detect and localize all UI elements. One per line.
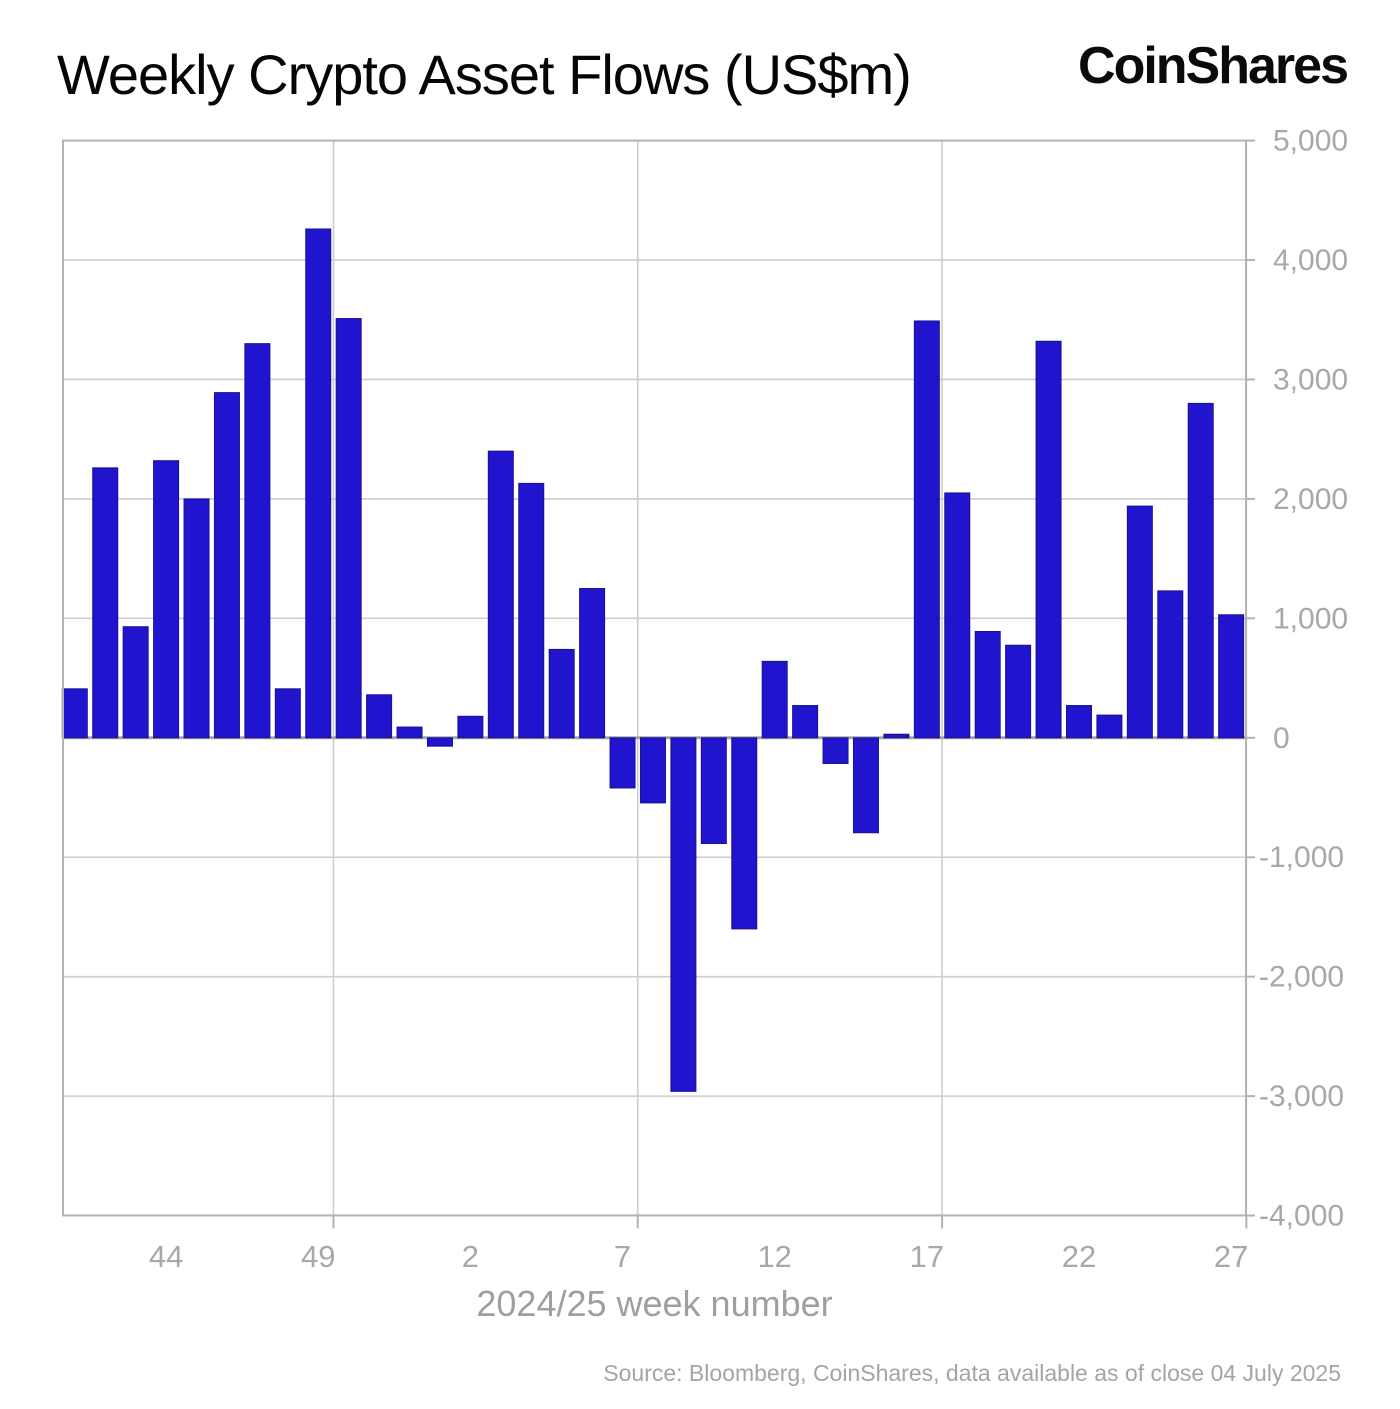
bar-week-45 [183, 498, 210, 739]
x-tick-label: 44 [149, 1239, 183, 1274]
bar-week-50 [335, 318, 362, 739]
bar-week-16 [883, 733, 910, 739]
y-tick-label: 1,000 [1273, 602, 1348, 635]
y-tick-label: 5,000 [1273, 125, 1348, 158]
bar-week-48 [274, 688, 301, 739]
bar-week-7 [609, 737, 636, 789]
x-tick-label: 22 [1062, 1239, 1096, 1274]
bar-week-15 [852, 737, 879, 834]
x-tick-label: 12 [757, 1239, 791, 1274]
bar-week-6 [579, 588, 606, 739]
bar-week-25 [1157, 590, 1184, 739]
x-tick-label: 2 [462, 1239, 479, 1274]
bar-week-18 [944, 492, 971, 739]
bar-week-1 [426, 737, 453, 747]
bar-week-24 [1126, 505, 1153, 739]
y-tick-label: -1,000 [1259, 841, 1344, 874]
bar-week-4 [518, 482, 545, 739]
bar-week-46 [213, 392, 240, 739]
bar-week-12 [761, 660, 788, 739]
bar-week-20 [1005, 644, 1032, 739]
y-tick-label: 0 [1273, 722, 1290, 755]
bar-week-23 [1096, 714, 1123, 739]
bar-week-5 [548, 648, 575, 739]
bar-week-51 [366, 694, 393, 739]
y-tick-label: 2,000 [1273, 483, 1348, 516]
y-tick-label: 4,000 [1273, 244, 1348, 277]
bar-week-13 [792, 705, 819, 739]
bar-week-43 [122, 626, 149, 739]
x-tick-label: 27 [1214, 1239, 1248, 1274]
bar-week-26 [1187, 402, 1214, 739]
x-axis-title: 2024/25 week number [476, 1283, 833, 1324]
bar-week-8 [639, 737, 666, 804]
bar-week-41 [61, 688, 88, 739]
chart-title: Weekly Crypto Asset Flows (US$m) [57, 43, 912, 106]
y-tick-label: -4,000 [1259, 1200, 1344, 1233]
y-tick-label: -2,000 [1259, 961, 1344, 994]
bar-week-27 [1218, 614, 1245, 739]
plot-border [62, 139, 1247, 1217]
bar-week-49 [305, 228, 332, 739]
x-tick-label: 17 [910, 1239, 944, 1274]
coinshares-logo: CoinShares [1078, 37, 1349, 95]
bar-week-10 [700, 737, 727, 845]
bar-week-17 [913, 320, 940, 739]
y-tick-label: -3,000 [1259, 1080, 1344, 1113]
bar-week-11 [731, 737, 758, 930]
bar-week-21 [1035, 340, 1062, 739]
bar-week-47 [244, 343, 271, 739]
source-note: Source: Bloomberg, CoinShares, data avai… [603, 1360, 1341, 1386]
bar-week-2 [457, 715, 484, 739]
bar-week-19 [974, 630, 1001, 739]
x-tick-label: 7 [614, 1239, 631, 1274]
bar-week-42 [92, 467, 119, 739]
bar-week-9 [670, 737, 697, 1092]
bar-week-3 [487, 450, 514, 739]
x-tick-label: 49 [301, 1239, 335, 1274]
bar-week-52 [396, 726, 423, 739]
y-tick-label: 3,000 [1273, 363, 1348, 396]
bar-week-22 [1065, 705, 1092, 739]
bar-week-44 [153, 460, 180, 739]
bar-week-14 [822, 737, 849, 764]
